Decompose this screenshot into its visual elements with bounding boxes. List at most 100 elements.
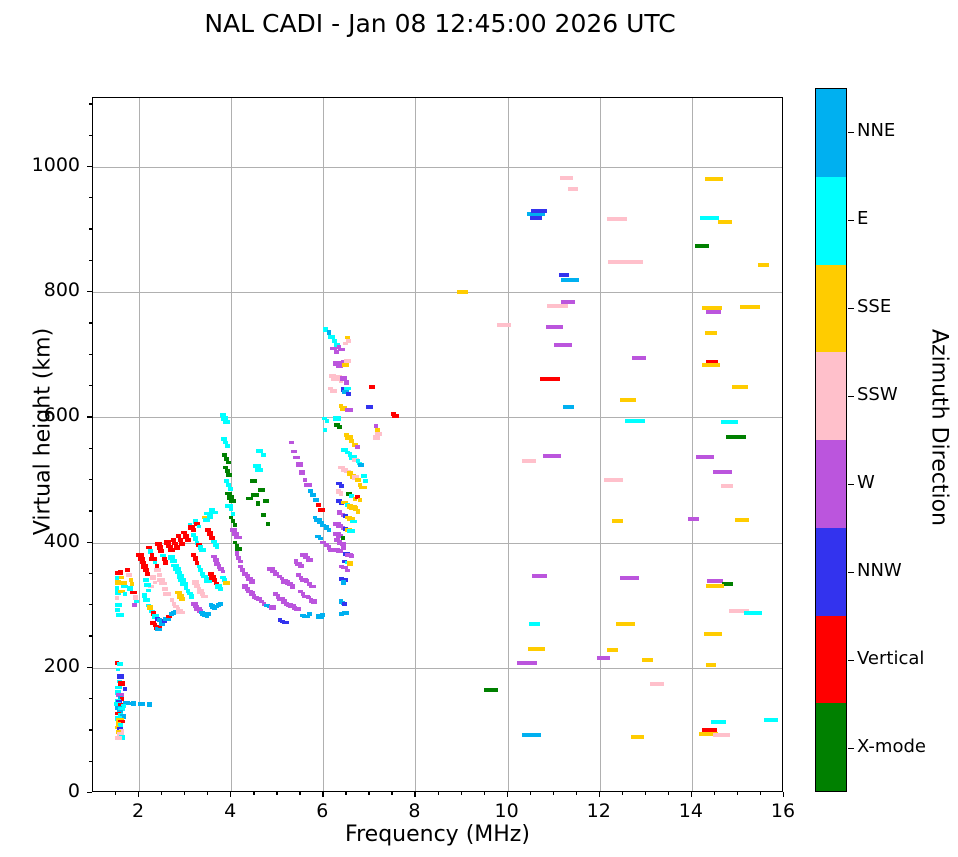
x-tick-label: 10 bbox=[494, 800, 519, 822]
data-point bbox=[149, 620, 156, 625]
data-point bbox=[164, 540, 172, 545]
y-tick-minor bbox=[89, 322, 92, 324]
colorbar-tick bbox=[848, 484, 854, 486]
data-point bbox=[217, 587, 223, 591]
data-point bbox=[607, 260, 625, 265]
data-point bbox=[215, 545, 220, 550]
data-point bbox=[143, 582, 152, 588]
data-point bbox=[196, 587, 202, 591]
data-point bbox=[219, 575, 227, 580]
data-point bbox=[720, 420, 739, 425]
data-point bbox=[297, 589, 304, 594]
data-point bbox=[220, 569, 226, 574]
y-tick-minor bbox=[89, 134, 92, 136]
data-point bbox=[707, 579, 723, 584]
data-point bbox=[294, 607, 301, 611]
data-point bbox=[117, 720, 126, 724]
data-point bbox=[323, 327, 328, 332]
colorbar-segment-nne[interactable] bbox=[816, 89, 846, 177]
plot-canvas[interactable] bbox=[92, 97, 783, 792]
data-point bbox=[545, 325, 564, 330]
y-tick-label: 800 bbox=[43, 279, 80, 302]
data-point bbox=[341, 362, 350, 367]
data-point bbox=[344, 432, 349, 438]
data-point bbox=[146, 702, 152, 708]
data-point bbox=[704, 631, 723, 636]
data-point bbox=[300, 553, 308, 558]
data-point bbox=[174, 545, 180, 550]
data-point bbox=[193, 584, 201, 589]
data-point bbox=[301, 614, 310, 619]
x-tick-minor bbox=[483, 792, 485, 795]
data-point bbox=[191, 528, 196, 532]
data-point bbox=[313, 497, 319, 502]
y-tick-minor bbox=[89, 760, 92, 762]
data-point bbox=[531, 208, 547, 213]
colorbar-segment-e[interactable] bbox=[816, 176, 846, 265]
data-point bbox=[242, 571, 248, 576]
data-point bbox=[553, 342, 573, 347]
colorbar-segment-ssw[interactable] bbox=[816, 352, 846, 440]
data-point bbox=[156, 617, 162, 623]
y-tick-minor bbox=[89, 259, 92, 262]
data-point bbox=[457, 290, 468, 295]
data-point bbox=[249, 591, 255, 597]
data-point bbox=[146, 545, 153, 550]
data-point bbox=[346, 471, 354, 477]
data-point bbox=[304, 579, 310, 584]
y-tick-major bbox=[87, 416, 92, 418]
page-title: NAL CADI - Jan 08 12:45:00 2026 UTC bbox=[204, 9, 676, 38]
colorbar-segment-w[interactable] bbox=[816, 440, 846, 528]
data-point bbox=[338, 348, 346, 352]
data-point bbox=[346, 561, 354, 567]
data-point bbox=[235, 546, 242, 551]
y-tick-minor bbox=[89, 103, 92, 105]
x-tick-label: 2 bbox=[132, 800, 145, 822]
data-point bbox=[296, 462, 303, 468]
colorbar-tick bbox=[848, 132, 854, 134]
colorbar-segment-x-mode[interactable] bbox=[816, 703, 846, 791]
data-point bbox=[339, 541, 346, 546]
data-point bbox=[234, 543, 239, 549]
data-point bbox=[143, 598, 150, 603]
data-point bbox=[343, 386, 352, 391]
colorbar[interactable] bbox=[815, 88, 847, 792]
data-point bbox=[175, 534, 182, 539]
x-tick-minor bbox=[368, 792, 370, 795]
y-tick-label: 1000 bbox=[31, 153, 80, 176]
data-point bbox=[350, 519, 358, 523]
data-point bbox=[349, 494, 355, 499]
data-point bbox=[258, 488, 266, 492]
colorbar-segment-sse[interactable] bbox=[816, 264, 846, 353]
gridline-vertical bbox=[507, 98, 509, 791]
data-point bbox=[116, 709, 123, 714]
data-point bbox=[695, 455, 714, 460]
colorbar-tick bbox=[848, 572, 854, 574]
data-point bbox=[255, 597, 262, 601]
data-point bbox=[223, 580, 230, 585]
colorbar-segment-nnw[interactable] bbox=[816, 527, 846, 616]
data-point bbox=[213, 582, 219, 586]
data-point bbox=[527, 212, 546, 217]
data-point bbox=[307, 582, 312, 586]
data-point bbox=[333, 531, 342, 536]
data-point bbox=[706, 360, 718, 365]
data-point bbox=[309, 597, 314, 603]
colorbar-segment-vertical[interactable] bbox=[816, 615, 846, 704]
data-point bbox=[317, 508, 326, 512]
data-point bbox=[317, 520, 324, 525]
data-point bbox=[323, 542, 329, 548]
data-point bbox=[232, 523, 237, 527]
data-point bbox=[152, 580, 157, 585]
gridline-horizontal bbox=[93, 292, 782, 294]
data-point bbox=[328, 386, 333, 391]
data-point bbox=[345, 339, 351, 343]
data-point bbox=[123, 592, 128, 596]
data-point bbox=[152, 560, 157, 565]
data-point bbox=[180, 582, 189, 586]
data-point bbox=[217, 566, 225, 571]
data-point bbox=[763, 718, 779, 723]
data-point bbox=[704, 177, 724, 182]
data-point bbox=[177, 537, 184, 543]
data-point bbox=[174, 590, 183, 595]
